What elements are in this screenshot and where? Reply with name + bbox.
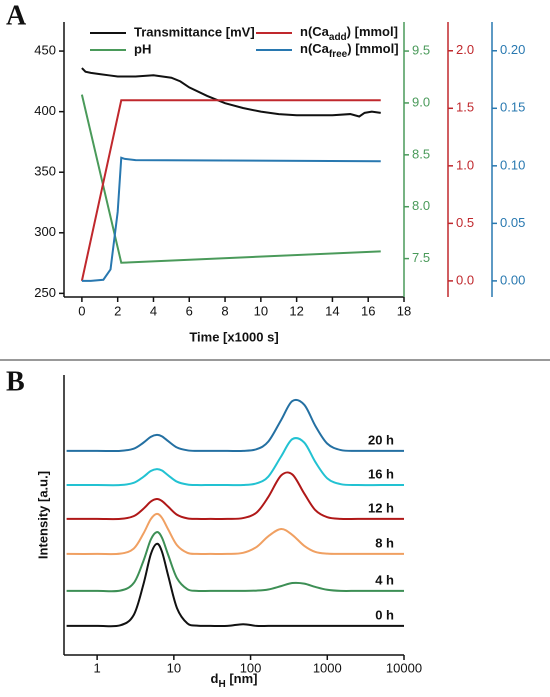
y-tick-label: 0.10 <box>500 157 525 172</box>
data-line <box>66 398 404 453</box>
y-tick-label: 0.15 <box>500 100 525 115</box>
y-axis-title: Intensity [a.u.] <box>35 471 50 559</box>
y-tick-label: 9.5 <box>412 42 430 57</box>
series-label: 0 h <box>375 607 394 622</box>
data-line <box>81 156 381 282</box>
y-tick-label: 1.0 <box>456 157 474 172</box>
x-axis-title: dH [nm] <box>211 671 258 689</box>
x-tick-label: 1 <box>94 660 101 675</box>
legend-label: n(Caadd) [mmol] <box>300 24 398 42</box>
y-tick-label: 250 <box>34 285 56 300</box>
data-line <box>80 99 381 282</box>
series-label: 20 h <box>368 432 394 447</box>
x-tick-label: 16 <box>361 303 375 318</box>
y-tick-label: 0.20 <box>500 42 525 57</box>
x-tick-label: 12 <box>289 303 303 318</box>
panel-label: B <box>6 366 25 397</box>
legend-label: Transmittance [mV] <box>134 24 255 39</box>
x-tick-label: 1000 <box>313 660 342 675</box>
data-line <box>66 512 404 556</box>
y-tick-label: 8.0 <box>412 198 430 213</box>
x-tick-label: 14 <box>325 303 339 318</box>
y-tick-label: 7.5 <box>412 250 430 265</box>
y-tick-label: 2.0 <box>456 42 474 57</box>
y-tick-label: 400 <box>34 103 56 118</box>
y-tick-label: 300 <box>34 224 56 239</box>
x-tick-label: 10000 <box>386 660 422 675</box>
series-label: 4 h <box>375 572 394 587</box>
series-label: 12 h <box>368 500 394 515</box>
panel-label: A <box>6 0 27 31</box>
data-line <box>66 437 404 487</box>
y-tick-label: 0.5 <box>456 215 474 230</box>
y-tick-label: 350 <box>34 164 56 179</box>
series-label: 8 h <box>375 535 394 550</box>
y-tick-label: 450 <box>34 43 56 58</box>
data-line <box>66 471 404 521</box>
x-tick-label: 6 <box>186 303 193 318</box>
y-tick-label: 9.0 <box>412 94 430 109</box>
data-line <box>66 531 404 593</box>
x-tick-label: 10 <box>254 303 268 318</box>
x-tick-label: 8 <box>221 303 228 318</box>
x-tick-label: 18 <box>397 303 411 318</box>
x-tick-label: 100 <box>240 660 262 675</box>
data-line <box>80 94 381 264</box>
x-axis-title: Time [x1000 s] <box>189 329 278 344</box>
y-tick-label: 0.05 <box>500 215 525 230</box>
x-tick-label: 2 <box>114 303 121 318</box>
data-line <box>81 67 381 118</box>
y-tick-label: 0.0 <box>456 272 474 287</box>
data-line <box>66 542 404 628</box>
x-tick-label: 4 <box>150 303 157 318</box>
y-tick-label: 0.00 <box>500 272 525 287</box>
series-label: 16 h <box>368 466 394 481</box>
y-tick-label: 8.5 <box>412 146 430 161</box>
x-tick-label: 10 <box>167 660 181 675</box>
legend-label: n(Cafree) [mmol] <box>300 41 399 59</box>
legend-label: pH <box>134 41 151 56</box>
y-tick-label: 1.5 <box>456 100 474 115</box>
x-tick-label: 0 <box>78 303 85 318</box>
